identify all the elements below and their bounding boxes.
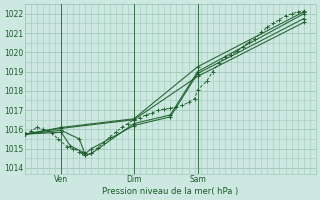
X-axis label: Pression niveau de la mer( hPa ): Pression niveau de la mer( hPa ) [102,187,238,196]
